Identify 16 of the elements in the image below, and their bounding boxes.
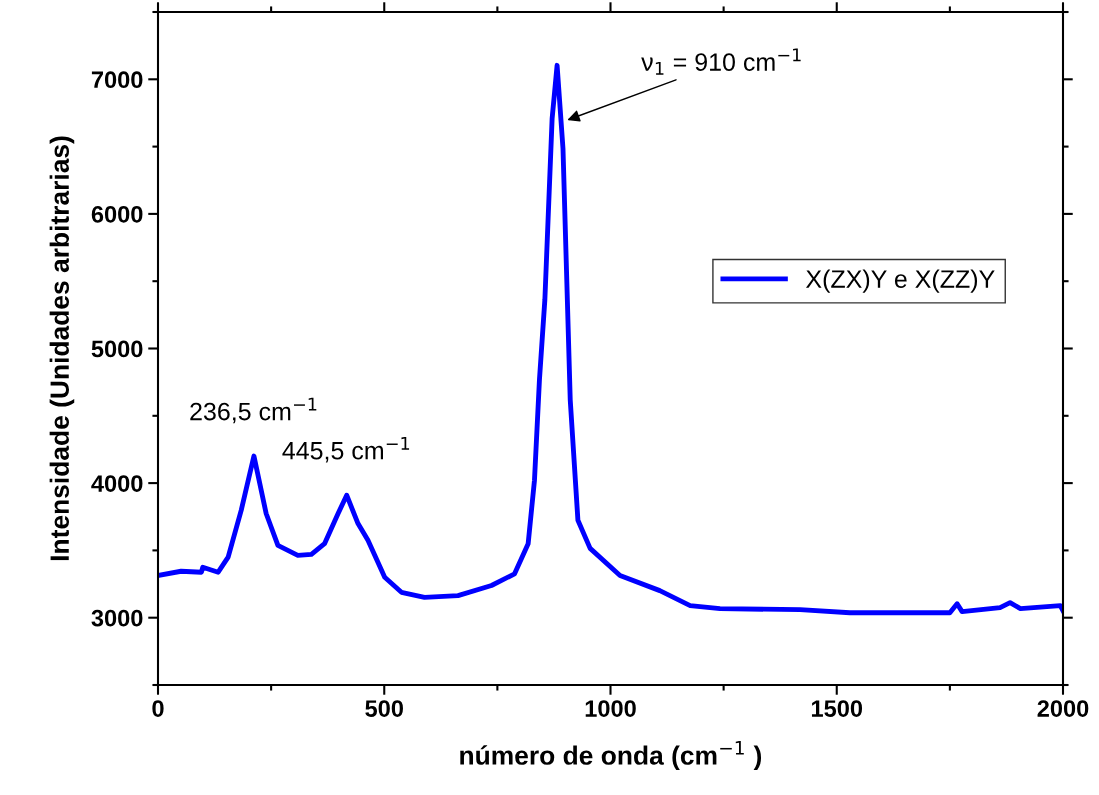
y-axis-title: Intensidade (Unidades arbitrarias)	[49, 136, 75, 561]
y-tick-label: 5000	[91, 340, 143, 358]
legend-label: X(ZX)Y e X(ZZ)Y	[805, 269, 995, 293]
y-tick-label: 7000	[91, 71, 143, 89]
annotation: 445,5 cm$^{−1}$	[282, 436, 410, 463]
annotation: 236,5 cm$^{−1}$	[190, 397, 317, 424]
x-tick-label: 0	[152, 700, 164, 717]
y-tick-label: 6000	[91, 205, 143, 223]
x-tick-label: 2000	[1037, 700, 1089, 717]
x-tick-label: 500	[365, 700, 403, 717]
y-tick-label: 3000	[91, 609, 143, 627]
annotation: ν$_{1}$ = 910 cm$^{−1}$	[641, 48, 801, 75]
x-tick-label: 1500	[811, 700, 863, 717]
x-tick-label: 1000	[585, 700, 636, 717]
x-axis-title: número de onda (cm$^{−1}$ )	[460, 741, 762, 771]
y-tick-label: 4000	[91, 475, 143, 492]
